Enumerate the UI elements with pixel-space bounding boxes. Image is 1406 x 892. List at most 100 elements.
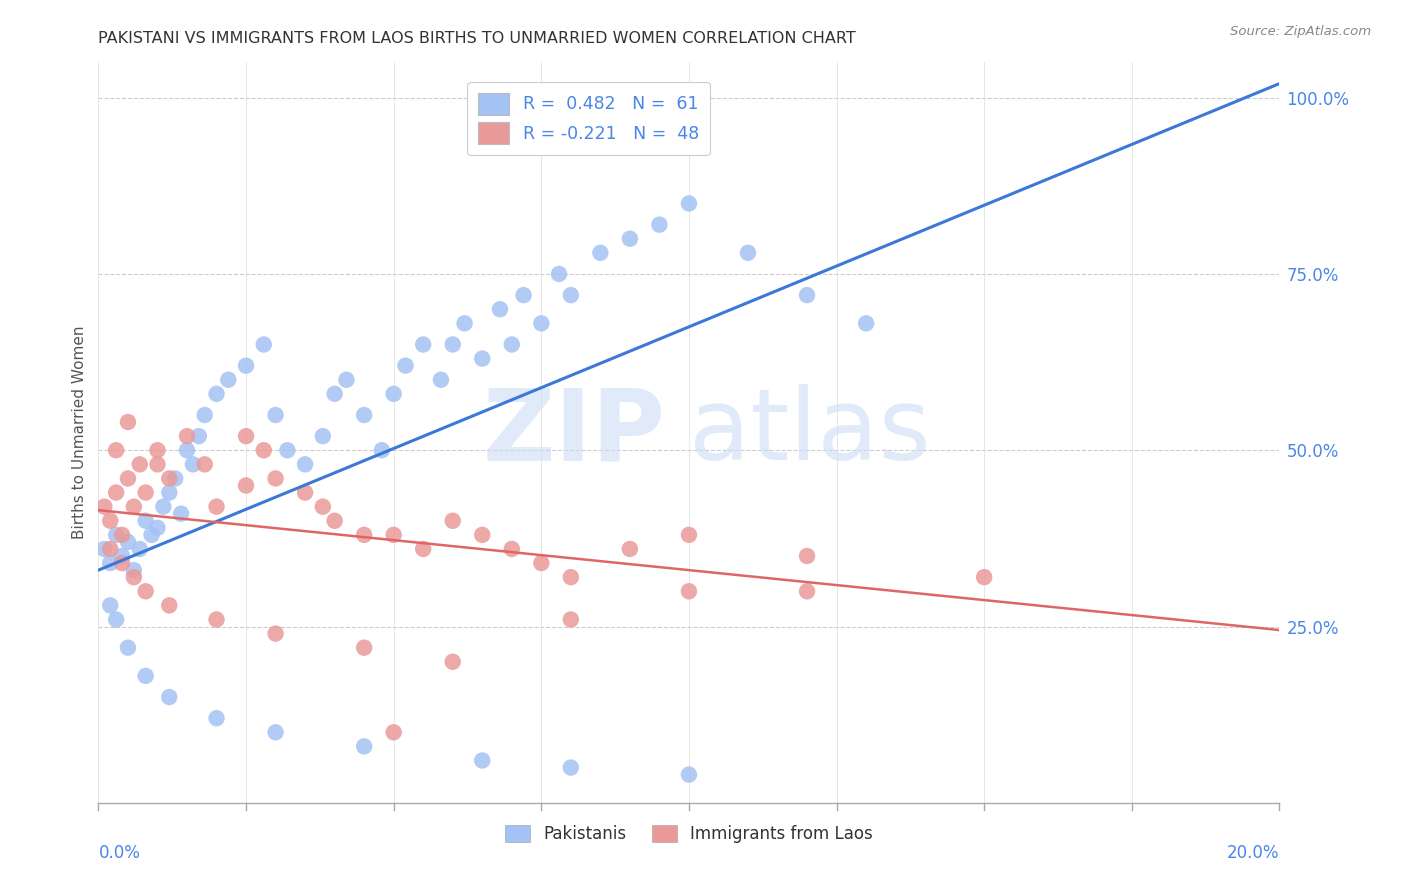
Point	[253, 337, 276, 351]
Point	[170, 507, 193, 521]
Point	[117, 471, 139, 485]
Point	[135, 584, 157, 599]
Point	[117, 535, 139, 549]
Point	[235, 359, 257, 373]
Point	[737, 245, 759, 260]
Point	[294, 485, 316, 500]
Point	[294, 458, 316, 472]
Point	[501, 337, 523, 351]
Point	[548, 267, 571, 281]
Text: PAKISTANI VS IMMIGRANTS FROM LAOS BIRTHS TO UNMARRIED WOMEN CORRELATION CHART: PAKISTANI VS IMMIGRANTS FROM LAOS BIRTHS…	[98, 31, 856, 46]
Point	[323, 514, 346, 528]
Point	[335, 373, 357, 387]
Point	[589, 245, 612, 260]
Point	[98, 599, 121, 613]
Point	[146, 521, 169, 535]
Point	[122, 570, 145, 584]
Point	[382, 528, 405, 542]
Point	[453, 316, 475, 330]
Point	[471, 528, 494, 542]
Point	[98, 514, 121, 528]
Point	[855, 316, 877, 330]
Text: ZIP: ZIP	[482, 384, 665, 481]
Point	[157, 599, 180, 613]
Point	[93, 541, 115, 556]
Point	[157, 471, 180, 485]
Point	[194, 458, 217, 472]
Point	[412, 337, 434, 351]
Point	[382, 725, 405, 739]
Point	[105, 528, 128, 542]
Point	[194, 408, 217, 422]
Point	[560, 612, 582, 626]
Point	[111, 528, 134, 542]
Point	[560, 570, 582, 584]
Point	[371, 443, 394, 458]
Point	[157, 690, 180, 704]
Point	[471, 351, 494, 366]
Point	[205, 711, 228, 725]
Point	[264, 626, 287, 640]
Point	[796, 288, 818, 302]
Point	[128, 458, 150, 472]
Point	[973, 570, 995, 584]
Point	[264, 471, 287, 485]
Point	[111, 549, 134, 563]
Point	[117, 415, 139, 429]
Point	[276, 443, 298, 458]
Point	[181, 458, 204, 472]
Point	[98, 541, 121, 556]
Point	[165, 471, 187, 485]
Point	[382, 387, 405, 401]
Point	[176, 443, 198, 458]
Point	[678, 196, 700, 211]
Point	[441, 655, 464, 669]
Point	[501, 541, 523, 556]
Point	[530, 316, 553, 330]
Legend: Pakistanis, Immigrants from Laos: Pakistanis, Immigrants from Laos	[499, 819, 879, 850]
Point	[264, 408, 287, 422]
Point	[796, 584, 818, 599]
Text: 20.0%: 20.0%	[1227, 844, 1279, 862]
Point	[353, 408, 375, 422]
Point	[111, 556, 134, 570]
Point	[264, 725, 287, 739]
Point	[98, 556, 121, 570]
Point	[187, 429, 209, 443]
Point	[796, 549, 818, 563]
Point	[128, 541, 150, 556]
Point	[105, 485, 128, 500]
Point	[152, 500, 174, 514]
Point	[560, 760, 582, 774]
Point	[141, 528, 163, 542]
Point	[157, 485, 180, 500]
Point	[678, 528, 700, 542]
Text: Source: ZipAtlas.com: Source: ZipAtlas.com	[1230, 25, 1371, 38]
Point	[205, 387, 228, 401]
Point	[323, 387, 346, 401]
Point	[205, 500, 228, 514]
Point	[412, 541, 434, 556]
Point	[619, 232, 641, 246]
Point	[122, 500, 145, 514]
Point	[353, 528, 375, 542]
Point	[135, 669, 157, 683]
Point	[441, 337, 464, 351]
Point	[430, 373, 453, 387]
Point	[235, 429, 257, 443]
Point	[560, 288, 582, 302]
Point	[146, 458, 169, 472]
Point	[353, 739, 375, 754]
Point	[489, 302, 512, 317]
Point	[394, 359, 416, 373]
Point	[312, 500, 335, 514]
Point	[105, 443, 128, 458]
Point	[135, 485, 157, 500]
Point	[619, 541, 641, 556]
Point	[205, 612, 228, 626]
Point	[176, 429, 198, 443]
Point	[312, 429, 335, 443]
Point	[105, 612, 128, 626]
Text: atlas: atlas	[689, 384, 931, 481]
Point	[353, 640, 375, 655]
